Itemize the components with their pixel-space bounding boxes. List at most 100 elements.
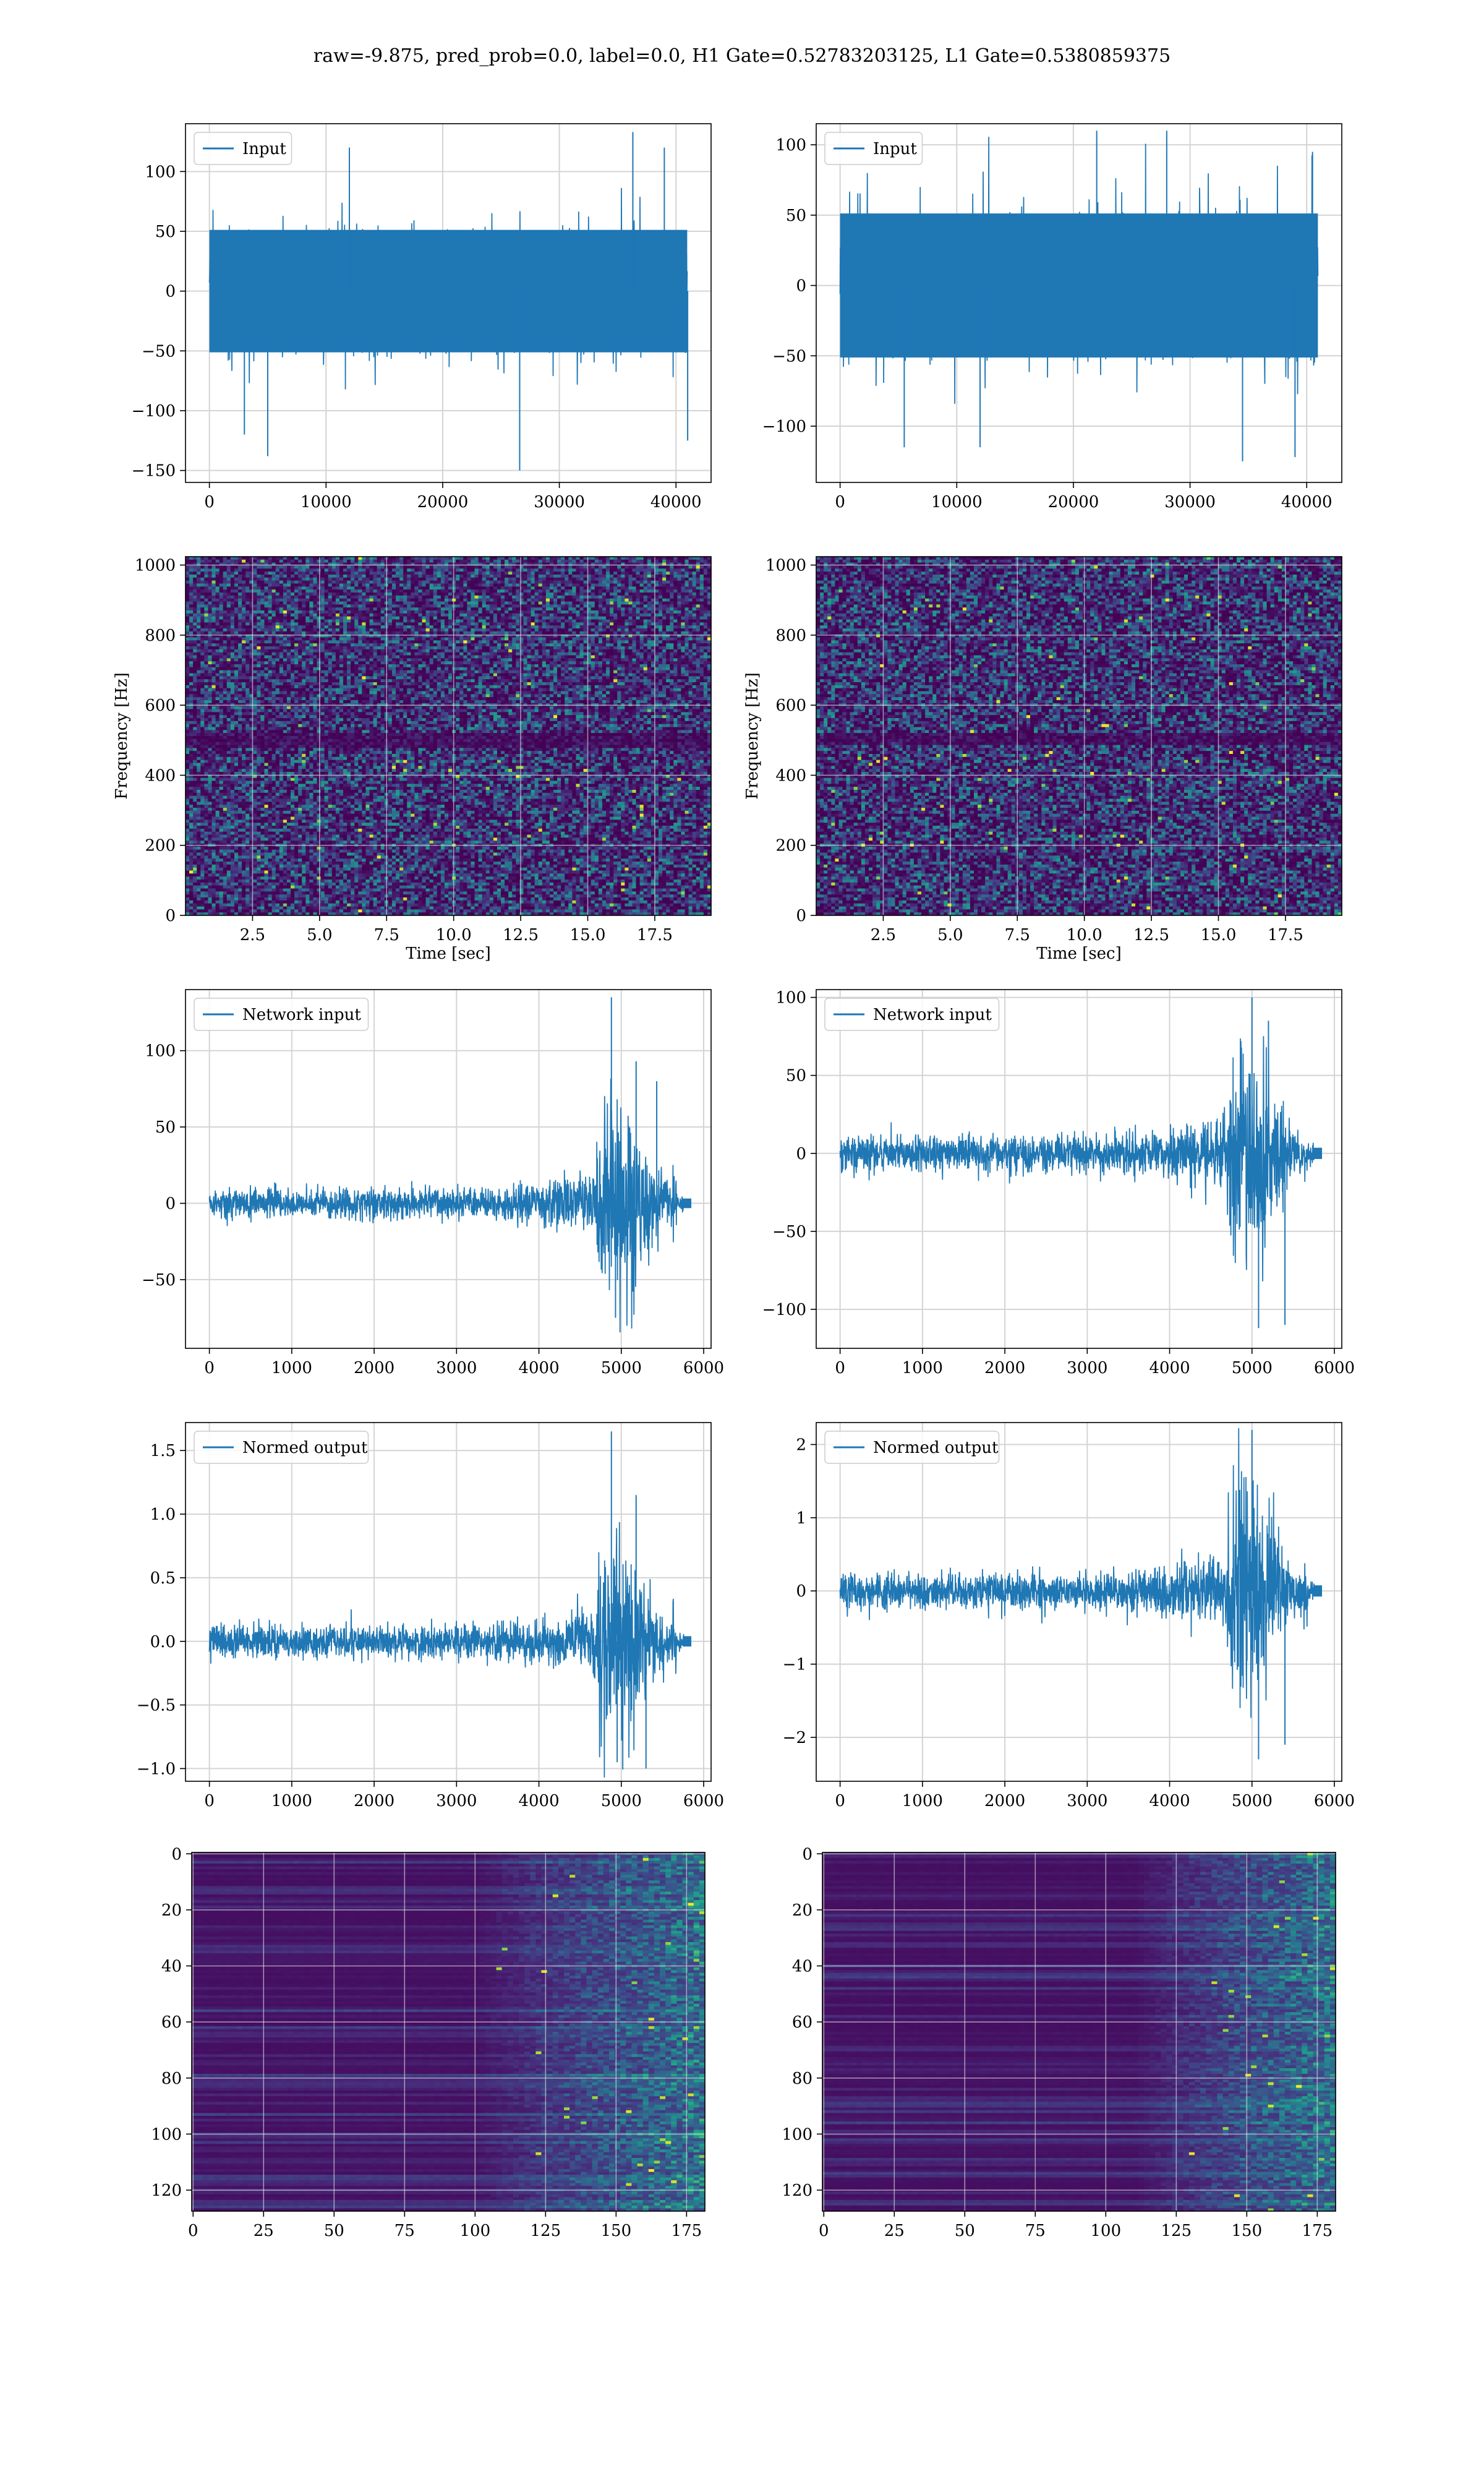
heatmap-cell [325,599,329,602]
heatmap-cell [377,571,382,575]
heatmap-cell [388,557,393,560]
heatmap-cell [381,586,385,589]
heatmap-cell [231,602,235,605]
heatmap-cell [287,604,291,607]
heatmap-cell [550,571,554,575]
heatmap-cell [456,610,460,614]
heatmap-cell [553,566,558,569]
heatmap-cell [354,602,359,605]
heatmap-cell [328,604,333,607]
heatmap-cell [677,584,681,587]
heatmap-cell [456,571,460,575]
heatmap-cell [279,584,284,587]
heatmap-cell [557,578,561,581]
heatmap-cell [396,602,400,605]
heatmap-cell [542,593,547,596]
heatmap-cell [302,604,306,607]
heatmap-cell [700,589,704,593]
heatmap-cell [689,566,693,569]
heatmap-cell [377,622,382,625]
heatmap-cell [475,599,479,602]
heatmap-cell [673,581,678,584]
heatmap-cell [231,610,235,614]
heatmap-cell [216,610,220,614]
heatmap-cell [313,589,317,593]
heatmap-cell [422,602,427,605]
heatmap-cell [245,593,250,596]
heatmap-cell [272,620,276,623]
heatmap-cell [362,589,366,593]
heatmap-cell [204,568,208,571]
heatmap-cell [433,596,438,599]
heatmap-cell [606,607,610,610]
heatmap-cell [673,560,678,563]
heatmap-cell [625,566,629,569]
heatmap-cell [370,614,374,617]
heatmap-cell [475,568,479,571]
heatmap-cell [584,593,588,596]
heatmap-cell [636,602,641,605]
heatmap-cell [354,584,359,587]
heatmap-cell [234,568,239,571]
heatmap-cell [681,571,685,575]
heatmap-cell [523,586,527,589]
heatmap-cell [479,584,483,587]
heatmap-cell [475,607,479,610]
heatmap-cell [463,581,467,584]
heatmap-cell [227,602,231,605]
heatmap-cell [633,586,637,589]
heatmap-cell [606,599,610,602]
heatmap-cell [490,566,494,569]
heatmap-cell [459,586,464,589]
heatmap-cell [332,575,336,578]
heatmap-cell [339,571,344,575]
heatmap-cell [647,566,652,569]
heatmap-cell [591,622,595,625]
heatmap-cell [516,614,520,617]
heatmap-cell [576,607,580,610]
heatmap-cell [223,581,228,584]
heatmap-cell [595,566,599,569]
heatmap-cell [197,617,201,620]
heatmap-cell [693,566,697,569]
heatmap-cell [365,571,370,575]
heatmap-cell [531,614,535,617]
heatmap-cell [486,571,490,575]
heatmap-cell [358,620,362,623]
heatmap-cell [223,557,228,560]
heatmap-cell [565,620,569,623]
heatmap-cell [245,589,250,593]
heatmap-cell [354,581,359,584]
heatmap-cell [591,571,595,575]
heatmap-cell [268,578,273,581]
heatmap-cell [456,604,460,607]
heatmap-cell [490,584,494,587]
heatmap-cell [362,581,366,584]
heatmap-cell [482,586,487,589]
heatmap-cell [208,575,212,578]
heatmap-cell [677,593,681,596]
heatmap-cell [245,599,250,602]
heatmap-cell [365,614,370,617]
heatmap-cell [700,578,704,581]
heatmap-cell [633,620,637,623]
heatmap-cell [456,593,460,596]
heatmap-cell [328,622,333,625]
heatmap-cell [370,599,374,602]
heatmap-cell [553,596,558,599]
heatmap-cell [276,593,280,596]
heatmap-cell [542,571,547,575]
heatmap-cell [580,581,584,584]
heatmap-cell [396,620,400,623]
heatmap-cell [527,599,532,602]
heatmap-cell [283,620,288,623]
heatmap-cell [321,620,325,623]
heatmap-cell [328,568,333,571]
heatmap-cell [433,578,438,581]
subplot-input-h1: 0 10000 20000 30000 40000−150−100−50050100In… [132,124,711,511]
heatmap-cell [565,599,569,602]
heatmap-cell [283,593,288,596]
heatmap-cell [689,617,693,620]
heatmap-cell [381,602,385,605]
heatmap-cell [377,604,382,607]
